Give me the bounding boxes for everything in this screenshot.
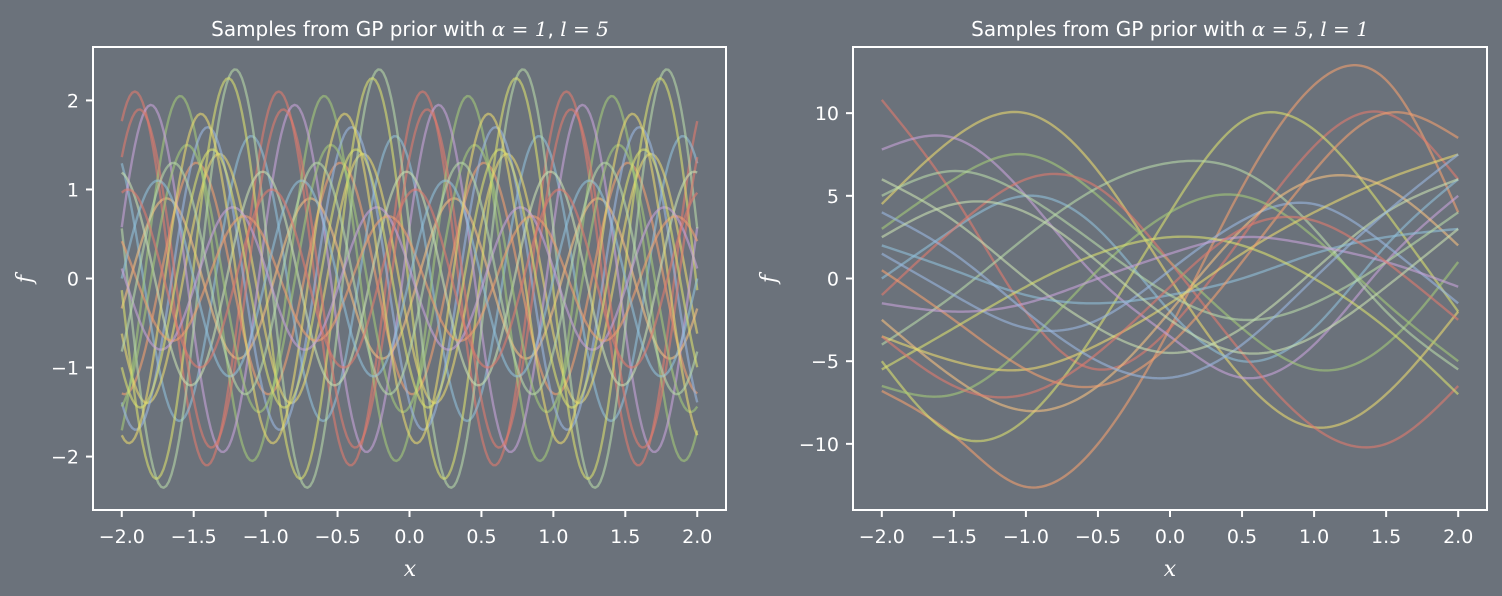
y-tick-label-left-0: −2 <box>51 447 79 469</box>
y-axis-label-left: f <box>13 271 38 285</box>
x-tick-label-left-0: −2.0 <box>99 526 145 548</box>
chart-left: Samples from GP prior with α = 1, l = 5 … <box>13 17 727 582</box>
y-tick-label-right-1: −5 <box>811 351 839 373</box>
series-line-left-18 <box>120 161 699 396</box>
x-tick-label-left-2: −1.0 <box>243 526 289 548</box>
x-tick-label-right-3: −0.5 <box>1075 526 1121 548</box>
x-tick-label-left-7: 1.5 <box>610 526 640 548</box>
series-line-left-16 <box>120 112 699 445</box>
chart-title-left: Samples from GP prior with α = 1, l = 5 <box>211 17 609 41</box>
series-line-right-18 <box>881 235 1459 313</box>
series-line-right-19 <box>881 235 1460 396</box>
y-tick-label-right-4: 10 <box>815 103 839 125</box>
series-line-right-20 <box>881 153 1459 380</box>
chart-right: Samples from GP prior with α = 5, l = 1 … <box>757 17 1488 582</box>
series-line-right-22 <box>881 200 1459 355</box>
series-line-right-8 <box>881 159 1459 371</box>
series-line-left-4 <box>120 94 699 463</box>
x-axis-left: −2.0 −1.5 −1.0 −0.5 0.0 0.5 1.0 1.5 2.0 <box>99 510 712 548</box>
series-group-left <box>120 68 699 489</box>
series-line-left-9 <box>120 125 699 431</box>
x-tick-label-right-4: 0.0 <box>1155 526 1185 548</box>
y-tick-label-right-0: −10 <box>799 434 839 456</box>
y-tick-label-left-1: −1 <box>51 358 79 380</box>
series-line-right-9 <box>881 201 1459 333</box>
y-tick-label-left-4: 2 <box>67 90 79 112</box>
series-line-left-8 <box>120 197 699 360</box>
y-axis-label-right: f <box>757 271 782 285</box>
x-tick-label-right-6: 1.0 <box>1299 526 1329 548</box>
y-tick-label-right-2: 0 <box>827 269 839 291</box>
y-axis-left: −2 −1 0 1 2 <box>51 90 93 469</box>
series-line-left-14 <box>120 214 699 342</box>
series-line-left-19 <box>121 188 699 369</box>
y-tick-label-left-3: 1 <box>67 179 79 201</box>
x-tick-label-left-5: 0.5 <box>466 526 496 548</box>
series-line-right-14 <box>881 227 1459 305</box>
series-line-right-21 <box>881 215 1459 399</box>
x-tick-label-right-5: 0.5 <box>1227 526 1257 548</box>
series-line-right-13 <box>881 193 1459 398</box>
x-tick-label-right-2: −1.0 <box>1003 526 1049 548</box>
series-line-left-17 <box>120 206 699 351</box>
series-line-right-17 <box>881 110 1459 389</box>
x-tick-label-left-1: −1.5 <box>171 526 217 548</box>
series-line-right-11 <box>881 178 1459 355</box>
x-tick-label-left-4: 0.0 <box>394 526 424 548</box>
series-line-left-1 <box>120 90 699 467</box>
series-line-left-20 <box>120 148 699 409</box>
series-line-left-7 <box>120 68 699 489</box>
series-line-left-13 <box>120 143 699 414</box>
chart-title-right: Samples from GP prior with α = 5, l = 1 <box>971 17 1369 41</box>
x-tick-label-left-8: 2.0 <box>682 526 712 548</box>
series-line-right-12 <box>880 172 1460 449</box>
series-line-left-15 <box>120 179 699 378</box>
x-tick-label-right-1: −1.5 <box>931 526 977 548</box>
series-line-left-10 <box>120 77 699 480</box>
x-tick-label-left-3: −0.5 <box>314 526 360 548</box>
y-tick-label-right-3: 5 <box>827 186 839 208</box>
x-tick-label-right-7: 1.5 <box>1371 526 1401 548</box>
x-tick-label-right-0: −2.0 <box>859 526 905 548</box>
series-group-right <box>880 64 1460 489</box>
series-line-right-6 <box>881 134 1459 380</box>
x-axis-label-right: x <box>1164 557 1177 582</box>
series-line-right-2 <box>880 99 1460 371</box>
x-axis-label-left: x <box>404 557 417 582</box>
series-line-right-16 <box>881 169 1459 322</box>
x-tick-label-right-8: 2.0 <box>1443 526 1473 548</box>
x-axis-right: −2.0 −1.5 −1.0 −0.5 0.0 0.5 1.0 1.5 2.0 <box>859 510 1473 548</box>
y-tick-label-left-2: 0 <box>67 269 79 291</box>
series-line-right-15 <box>881 153 1459 372</box>
y-axis-right: −10 −5 0 5 10 <box>799 103 853 456</box>
series-line-right-4 <box>880 110 1460 429</box>
x-tick-label-left-6: 1.0 <box>538 526 568 548</box>
